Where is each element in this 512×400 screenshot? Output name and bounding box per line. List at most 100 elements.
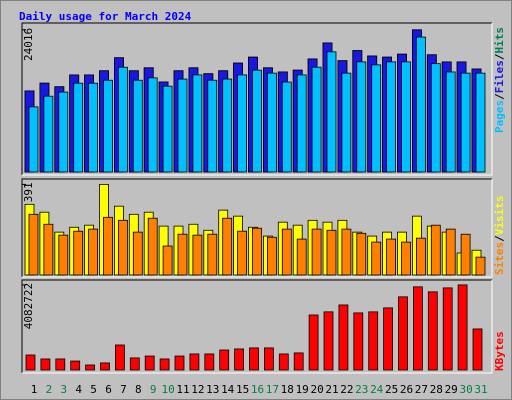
x-tick-label: 12 (191, 383, 204, 396)
bar (263, 347, 274, 371)
bar (338, 304, 349, 371)
x-tick-label: 5 (90, 383, 97, 396)
y-tick-label: 24016 (22, 28, 35, 61)
bar (323, 311, 334, 371)
bar (386, 238, 397, 276)
bar (147, 77, 158, 173)
bar (115, 344, 125, 371)
x-tick-label: 29 (445, 383, 458, 396)
x-tick-label: 11 (176, 383, 189, 396)
bar (442, 287, 453, 371)
bar (28, 106, 39, 173)
bar (252, 69, 262, 173)
bar (40, 358, 51, 371)
x-tick-label: 9 (150, 383, 157, 396)
bar (281, 228, 292, 276)
bar (430, 63, 441, 173)
bar (88, 82, 98, 173)
x-tick-label: 20 (310, 383, 323, 396)
x-tick-label: 25 (385, 383, 398, 396)
bar (159, 358, 170, 371)
legend-entry: Pages (493, 100, 506, 133)
bar (341, 228, 352, 276)
bar (472, 328, 483, 371)
bar (326, 229, 337, 276)
bar (70, 360, 81, 371)
x-tick-label: 2 (46, 383, 53, 396)
bar (237, 230, 248, 276)
bar (222, 78, 233, 173)
bar (386, 61, 397, 173)
bar (445, 71, 456, 173)
bar (103, 79, 113, 173)
bar (412, 286, 423, 371)
bar (341, 72, 352, 173)
bar (204, 353, 215, 371)
x-tick-label: 31 (474, 383, 487, 396)
chart-title: Daily usage for March 2024 (19, 10, 192, 23)
legend: KBytes (493, 331, 506, 371)
x-tick-label: 7 (120, 383, 127, 396)
x-tick-label: 1 (31, 383, 38, 396)
x-tick-label: 4 (75, 383, 82, 396)
bar (356, 232, 367, 276)
panel-border-light (22, 23, 493, 176)
y-tick-label: 4082722 (22, 283, 35, 329)
bar (73, 82, 84, 173)
legend-separator: / (493, 235, 506, 242)
bar (132, 79, 143, 173)
bar (147, 217, 158, 276)
x-tick-label: 30 (459, 383, 472, 396)
bar (118, 219, 128, 276)
bar (252, 227, 262, 276)
legend-entry: Sites (493, 242, 506, 275)
legend-separator: / (493, 53, 506, 60)
bar (249, 347, 259, 371)
bar (192, 74, 203, 173)
bar (371, 64, 382, 173)
bar (460, 72, 471, 173)
bar (189, 353, 200, 371)
bar (353, 312, 364, 371)
bar (457, 284, 468, 371)
x-tick-label: 17 (266, 383, 279, 396)
bar (368, 311, 379, 371)
bar (177, 233, 188, 276)
bar (293, 352, 304, 371)
panel-border-dark (21, 22, 492, 175)
x-tick-label: 14 (221, 383, 235, 396)
bar (311, 66, 322, 173)
bar (43, 223, 54, 276)
bar (234, 348, 245, 371)
bar (308, 314, 319, 371)
bar (129, 357, 140, 371)
bar (326, 51, 337, 173)
bar (28, 213, 39, 276)
x-tick-label: 13 (206, 383, 219, 396)
bar (162, 245, 173, 276)
bar (356, 61, 367, 173)
bar (144, 355, 155, 371)
bar (266, 72, 277, 173)
bar (475, 72, 486, 173)
bar (85, 364, 95, 371)
x-tick-label: 24 (370, 383, 384, 396)
bar (162, 85, 173, 173)
panel-border-dark (21, 279, 492, 373)
x-tick-label: 26 (400, 383, 413, 396)
bar (207, 233, 218, 276)
legend-entry: KBytes (493, 331, 506, 371)
bar (398, 296, 408, 371)
bar (58, 234, 69, 276)
bar (311, 228, 322, 276)
bar (177, 78, 188, 173)
bar (383, 307, 394, 371)
bar (207, 79, 218, 173)
x-tick-label: 27 (415, 383, 428, 396)
bar (401, 241, 411, 276)
x-tick-label: 6 (105, 383, 112, 396)
legend: Pages/Files/Hits (493, 27, 506, 133)
bar (430, 224, 441, 276)
x-tick-label: 18 (281, 383, 294, 396)
panel-border-light (22, 280, 493, 374)
